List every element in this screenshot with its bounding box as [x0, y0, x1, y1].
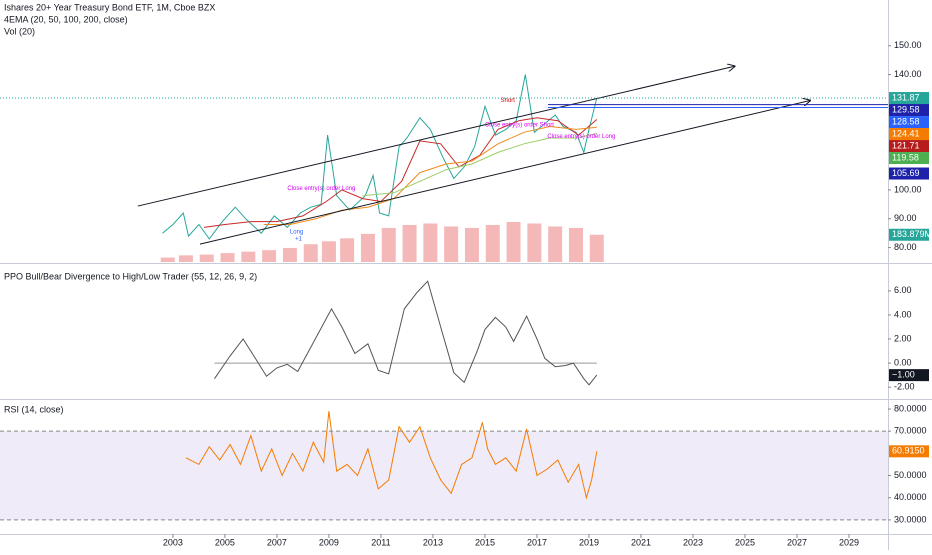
- volume-bar: [464, 227, 479, 262]
- y-tick-label: 40.0000: [894, 492, 927, 502]
- annotation: +1: [295, 237, 303, 243]
- volume-label: [889, 228, 929, 241]
- y-tick-label: 6.00: [894, 285, 912, 295]
- volume-bar: [340, 238, 355, 262]
- volume-bar: [402, 224, 417, 262]
- volume-bar: [199, 254, 214, 262]
- line-series: [162, 74, 598, 240]
- line-series: [185, 411, 598, 500]
- trend-line: [199, 101, 810, 245]
- price-label: [889, 445, 929, 458]
- x-tick-label: 2023: [683, 537, 703, 547]
- y-tick-label: 30.0000: [894, 514, 927, 524]
- line-series: [204, 117, 598, 228]
- price-label: [889, 140, 929, 153]
- price-label-text: 121.71: [892, 140, 920, 150]
- x-tick-label: 2029: [839, 537, 859, 547]
- price-label: [889, 152, 929, 165]
- volume-bar: [444, 226, 459, 262]
- price-label-text: 128.58: [892, 116, 920, 126]
- chart-title: Ishares 20+ Year Treasury Bond ETF, 1M, …: [4, 2, 215, 12]
- trend-line: [137, 66, 735, 207]
- volume-bar: [548, 226, 563, 262]
- indicator-title: PPO Bull/Bear Divergence to High/Low Tra…: [4, 271, 257, 281]
- volume-bar: [423, 223, 438, 262]
- volume-bar: [589, 234, 604, 262]
- price-label-text: 131.87: [892, 92, 920, 102]
- y-tick-label: 2.00: [894, 333, 912, 343]
- annotation: Close entry(s) order Short: [485, 123, 554, 129]
- volume-bar: [262, 250, 277, 262]
- y-tick-label: 150.00: [894, 40, 922, 50]
- line-series: [214, 280, 598, 386]
- y-tick-label: -2.00: [894, 382, 915, 392]
- y-tick-label: 0.00: [894, 357, 912, 367]
- x-tick-label: 2025: [735, 537, 755, 547]
- price-label: [889, 167, 929, 180]
- y-tick-label: 50.0000: [894, 470, 927, 480]
- price-label: [889, 92, 929, 105]
- y-tick-label: 140.00: [894, 69, 922, 79]
- annotation: Long: [290, 229, 303, 235]
- line-series: [362, 133, 597, 197]
- x-tick-label: 2017: [527, 537, 547, 547]
- x-tick-label: 2007: [267, 537, 287, 547]
- x-tick-label: 2005: [215, 537, 235, 547]
- x-tick-label: 2021: [631, 537, 651, 547]
- y-tick-label: 80.0000: [894, 403, 927, 413]
- price-label-text: 129.58: [892, 104, 920, 114]
- volume-bar: [527, 223, 542, 262]
- annotation: Short: [501, 98, 516, 104]
- volume-bar: [506, 222, 521, 262]
- volume-bar: [568, 227, 583, 262]
- volume-bar: [303, 244, 318, 262]
- price-label-text: 119.58: [892, 152, 919, 162]
- x-tick-label: 2015: [475, 537, 495, 547]
- price-label-text: 124.41: [892, 128, 920, 138]
- volume-bar: [178, 255, 193, 262]
- price-label: [889, 104, 929, 117]
- x-tick-label: 2009: [319, 537, 339, 547]
- price-label: [889, 128, 929, 141]
- line-series: [263, 125, 597, 225]
- price-label-text: 60.9150: [892, 446, 925, 456]
- y-tick-label: 80.00: [894, 242, 917, 252]
- volume-bar: [160, 257, 175, 262]
- volume-bar: [321, 241, 336, 262]
- volume-bar: [485, 224, 500, 262]
- y-tick-label: 4.00: [894, 309, 912, 319]
- volume-bar: [360, 233, 375, 262]
- x-tick-label: 2019: [579, 537, 599, 547]
- annotation: Close entry(s) order Long: [547, 134, 615, 140]
- price-label: [889, 116, 929, 129]
- indicator-title: 4EMA (20, 50, 100, 200, close): [4, 14, 128, 24]
- volume-bar: [241, 251, 256, 262]
- annotation: Close entry(s) order Long: [287, 186, 355, 192]
- volume-label-text: 183.879M: [892, 229, 932, 239]
- price-label-text: −1.00: [892, 370, 915, 380]
- rsi-band: [0, 431, 888, 520]
- volume-bar: [220, 253, 235, 262]
- volume-bar: [381, 227, 396, 262]
- y-tick-label: 100.00: [894, 184, 922, 194]
- x-tick-label: 2013: [423, 537, 443, 547]
- x-tick-label: 2011: [371, 537, 390, 547]
- indicator-title: RSI (14, close): [4, 404, 64, 414]
- indicator-title: Vol (20): [4, 26, 35, 36]
- y-tick-label: 70.0000: [894, 426, 927, 436]
- volume-bar: [282, 247, 297, 262]
- y-tick-label: 90.00: [894, 213, 917, 223]
- price-label: [889, 369, 929, 382]
- x-tick-label: 2027: [787, 537, 807, 547]
- x-tick-label: 2003: [163, 537, 183, 547]
- price-label-text: 105.69: [892, 168, 920, 178]
